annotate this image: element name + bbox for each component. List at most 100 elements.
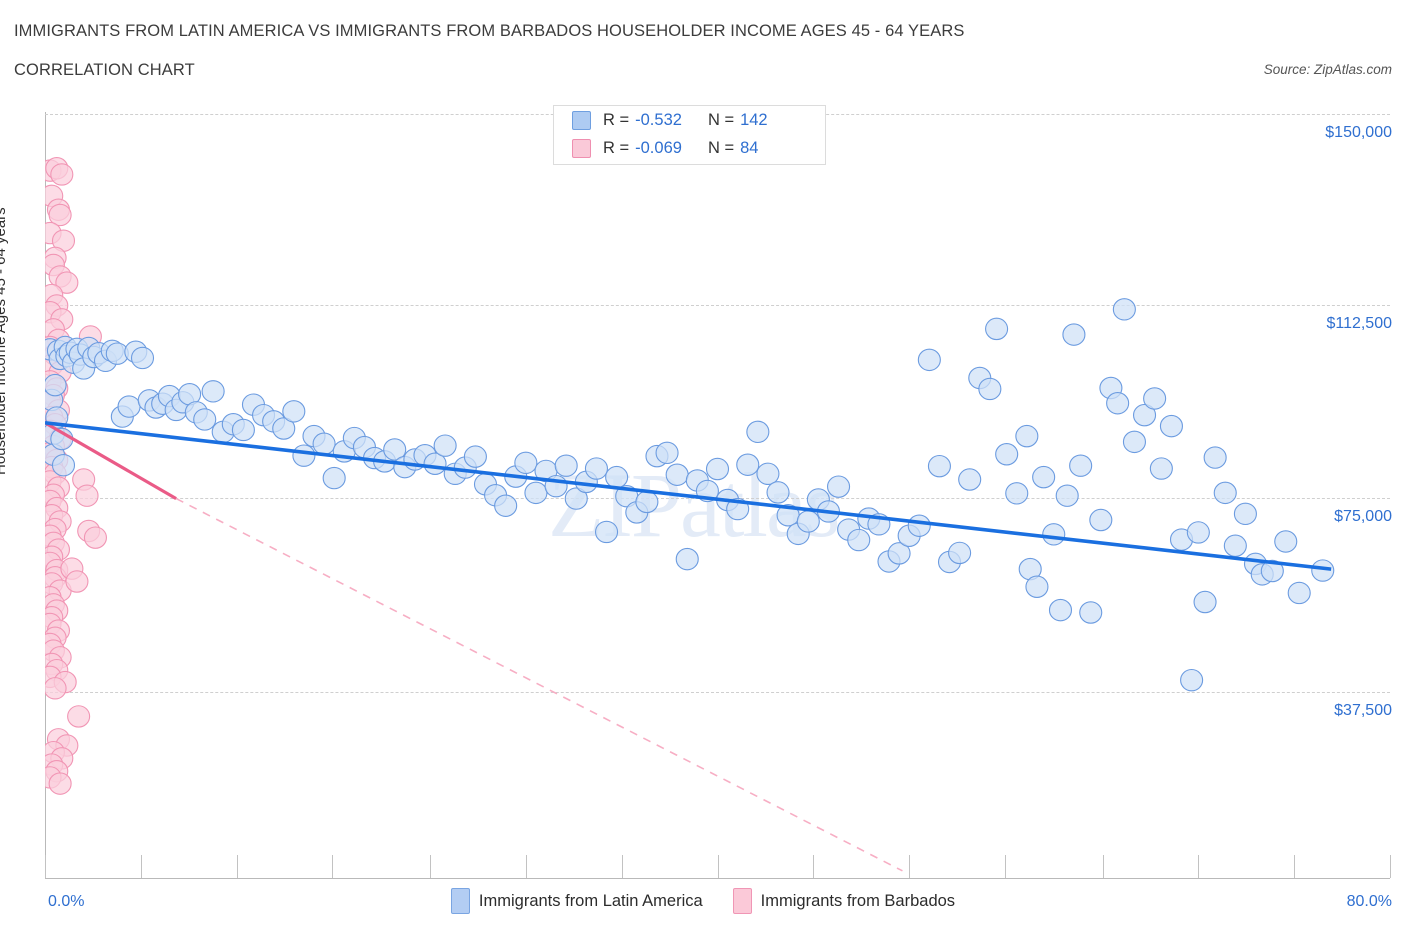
scatter-point [1048, 598, 1073, 622]
scatter-point [605, 465, 629, 489]
scatter-point [887, 542, 911, 565]
x-tick-3 [332, 855, 334, 878]
x-tick-13 [1294, 855, 1296, 878]
legend-swatch-barbados [732, 888, 752, 914]
trendline-latin-america [45, 420, 1332, 571]
scatter-point [1055, 484, 1079, 507]
scatter-point [48, 772, 72, 795]
scatter-point [1079, 601, 1103, 624]
scatter-point [756, 462, 780, 486]
n-label-pink: N = [707, 138, 735, 157]
scatter-point [51, 453, 76, 477]
scatter-point [1032, 465, 1056, 489]
scatter-point [312, 432, 336, 455]
legend-label-barbados: Immigrants from Barbados [760, 891, 956, 910]
x-axis-min-label: 0.0% [48, 893, 85, 910]
chart-subtitle: CORRELATION CHART [14, 61, 195, 79]
stats-swatch-blue [572, 110, 591, 130]
scatter-point [1213, 481, 1237, 505]
scatter-point [1180, 668, 1204, 692]
scatter-point [958, 468, 982, 491]
scatter-point [826, 475, 851, 498]
scatter-point [917, 348, 941, 372]
scatter-point [193, 408, 217, 431]
scatter-point [1159, 414, 1183, 438]
scatter-point [201, 380, 225, 403]
scatter-point [978, 377, 1002, 401]
scatter-point [272, 417, 296, 440]
r-label-blue: R = [603, 110, 630, 129]
scatter-point [766, 481, 790, 504]
scatter-point [1149, 457, 1173, 480]
scatter-point [985, 317, 1009, 341]
source-label: Source: ZipAtlas.com [1263, 62, 1392, 77]
stats-row-barbados: R = -0.069 N = 84 [554, 134, 825, 162]
scatter-point [564, 487, 588, 510]
legend-swatch-latin-america [450, 888, 470, 914]
scatter-point [117, 395, 141, 418]
n-value-pink: 84 [740, 138, 759, 157]
x-tick-0 [45, 855, 46, 878]
legend-label-latin-america: Immigrants from Latin America [478, 891, 703, 910]
x-axis-max-label: 80.0% [1346, 893, 1392, 910]
scatter-point [1132, 403, 1157, 427]
scatter-point [231, 418, 255, 442]
scatter-svg [45, 157, 1335, 872]
r-value-pink: -0.069 [635, 138, 682, 157]
x-tick-4 [430, 855, 431, 878]
legend-item-latin-america[interactable]: Immigrants from Latin America [450, 888, 703, 914]
scatter-point [995, 443, 1019, 466]
scatter-point [1089, 508, 1113, 532]
scatter-point [1015, 424, 1039, 448]
x-tick-12 [1198, 855, 1200, 878]
r-label-pink: R = [603, 138, 630, 157]
r-value-blue: -0.532 [635, 110, 682, 129]
scatter-point [524, 481, 548, 505]
scatter-point [907, 514, 931, 537]
scatter-point [796, 510, 820, 533]
scatter-point [1122, 430, 1146, 454]
y-axis-title: Householder Income Ages 45 - 64 years [0, 207, 9, 475]
scatter-point [635, 490, 659, 514]
x-axis-line [45, 878, 1390, 879]
scatter-point [675, 547, 699, 571]
scatter-point [736, 453, 760, 476]
gridline-112500 [45, 305, 1390, 306]
scatter-point [1062, 323, 1086, 346]
scatter-point [584, 457, 609, 480]
scatter-point [655, 441, 679, 465]
scatter-point [83, 526, 107, 549]
scatter-point [514, 451, 538, 475]
page-title: IMMIGRANTS FROM LATIN AMERICA VS IMMIGRA… [14, 22, 965, 40]
stats-row-latin-america: R = -0.532 N = 142 [554, 106, 825, 134]
scatter-point [1069, 454, 1093, 477]
scatter-point [1203, 446, 1227, 469]
n-value-blue: 142 [740, 110, 768, 129]
x-tick-1 [140, 855, 142, 878]
scatter-point [322, 466, 346, 490]
scatter-point [130, 346, 155, 370]
y-tick-150000: $150,000 [1325, 124, 1392, 141]
scatter-point [665, 463, 689, 486]
scatter-point [1260, 559, 1284, 583]
scatter-point [1287, 581, 1311, 605]
scatter-point [463, 445, 487, 468]
x-tick-7 [717, 855, 719, 878]
scatter-point [45, 677, 67, 700]
scatter-point [927, 454, 951, 478]
legend-item-barbados[interactable]: Immigrants from Barbados [732, 888, 956, 914]
x-tick-9 [909, 855, 911, 878]
x-tick-14 [1390, 855, 1391, 878]
x-tick-6 [621, 855, 623, 878]
y-tick-75000: $75,000 [1334, 508, 1392, 525]
scatter-point [1223, 534, 1247, 557]
scatter-point [433, 434, 457, 457]
x-tick-11 [1102, 855, 1104, 878]
scatter-point [1025, 575, 1049, 598]
n-label-blue: N = [707, 110, 735, 129]
scatter-point [594, 520, 619, 544]
scatter-point [383, 438, 407, 461]
scatter-point [67, 705, 91, 728]
y-tick-112500: $112,500 [1326, 315, 1392, 332]
scatter-point [282, 400, 306, 423]
